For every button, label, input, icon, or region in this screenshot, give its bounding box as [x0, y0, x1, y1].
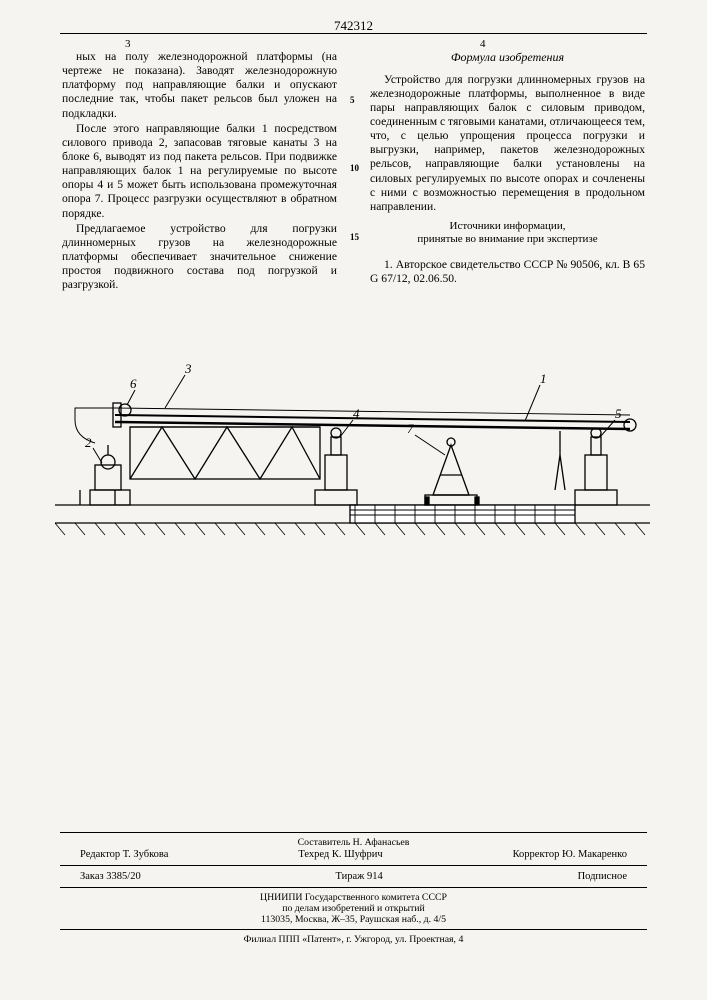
margin-num-10: 10	[350, 163, 359, 173]
fig-label-7: 7	[407, 421, 414, 436]
page-col-num-left: 3	[125, 38, 131, 50]
page-col-num-right: 4	[480, 38, 486, 50]
footer-editor: Редактор Т. Зубкова	[80, 849, 168, 860]
fig-label-2: 2	[85, 435, 92, 450]
sources-title: Источники информации, принятые во вниман…	[370, 220, 645, 247]
fig-label-4: 4	[353, 406, 360, 421]
margin-num-15: 15	[350, 232, 359, 242]
left-para-1: ных на полу железнодорожной платформы (н…	[62, 50, 337, 121]
left-para-2: После этого направляющие балки 1 посредс…	[62, 122, 337, 221]
left-para-3: Предлагаемое устройство для погрузки дли…	[62, 222, 337, 293]
left-column: ных на полу железнодорожной платформы (н…	[62, 50, 337, 293]
sources-line: 1. Авторское свидетельство СССР № 90506,…	[370, 258, 645, 286]
footer: Составитель Н. Афанасьев Редактор Т. Зуб…	[60, 828, 647, 945]
margin-num-5: 5	[350, 95, 355, 105]
fig-label-1: 1	[540, 371, 547, 386]
figure-svg: 3 6 2 1 4 5 7	[55, 345, 650, 565]
right-main: Устройство для погрузки длинномерных гру…	[370, 73, 645, 214]
footer-org2: по делам изобретений и открытий	[60, 903, 647, 914]
fig-label-5: 5	[615, 406, 622, 421]
footer-addr1: 113035, Москва, Ж–35, Раушская наб., д. …	[60, 914, 647, 925]
doc-number: 742312	[0, 18, 707, 34]
footer-techred: Техред К. Шуфрич	[298, 849, 382, 860]
footer-addr2: Филиал ППП «Патент», г. Ужгород, ул. Про…	[60, 934, 647, 945]
footer-sign: Подписное	[578, 871, 627, 882]
footer-corrector: Корректор Ю. Макаренко	[513, 849, 627, 860]
footer-tirazh: Тираж 914	[335, 871, 382, 882]
figure: 3 6 2 1 4 5 7	[55, 345, 650, 565]
header-rule	[60, 33, 647, 34]
footer-order: Заказ 3385/20	[80, 871, 141, 882]
formula-title: Формула изобретения	[370, 50, 645, 65]
footer-org1: ЦНИИПИ Государственного комитета СССР	[60, 892, 647, 903]
fig-label-3: 3	[184, 361, 192, 376]
footer-compiler: Составитель Н. Афанасьев	[60, 837, 647, 848]
fig-label-6: 6	[130, 376, 137, 391]
right-column: Формула изобретения Устройство для погру…	[370, 50, 645, 287]
